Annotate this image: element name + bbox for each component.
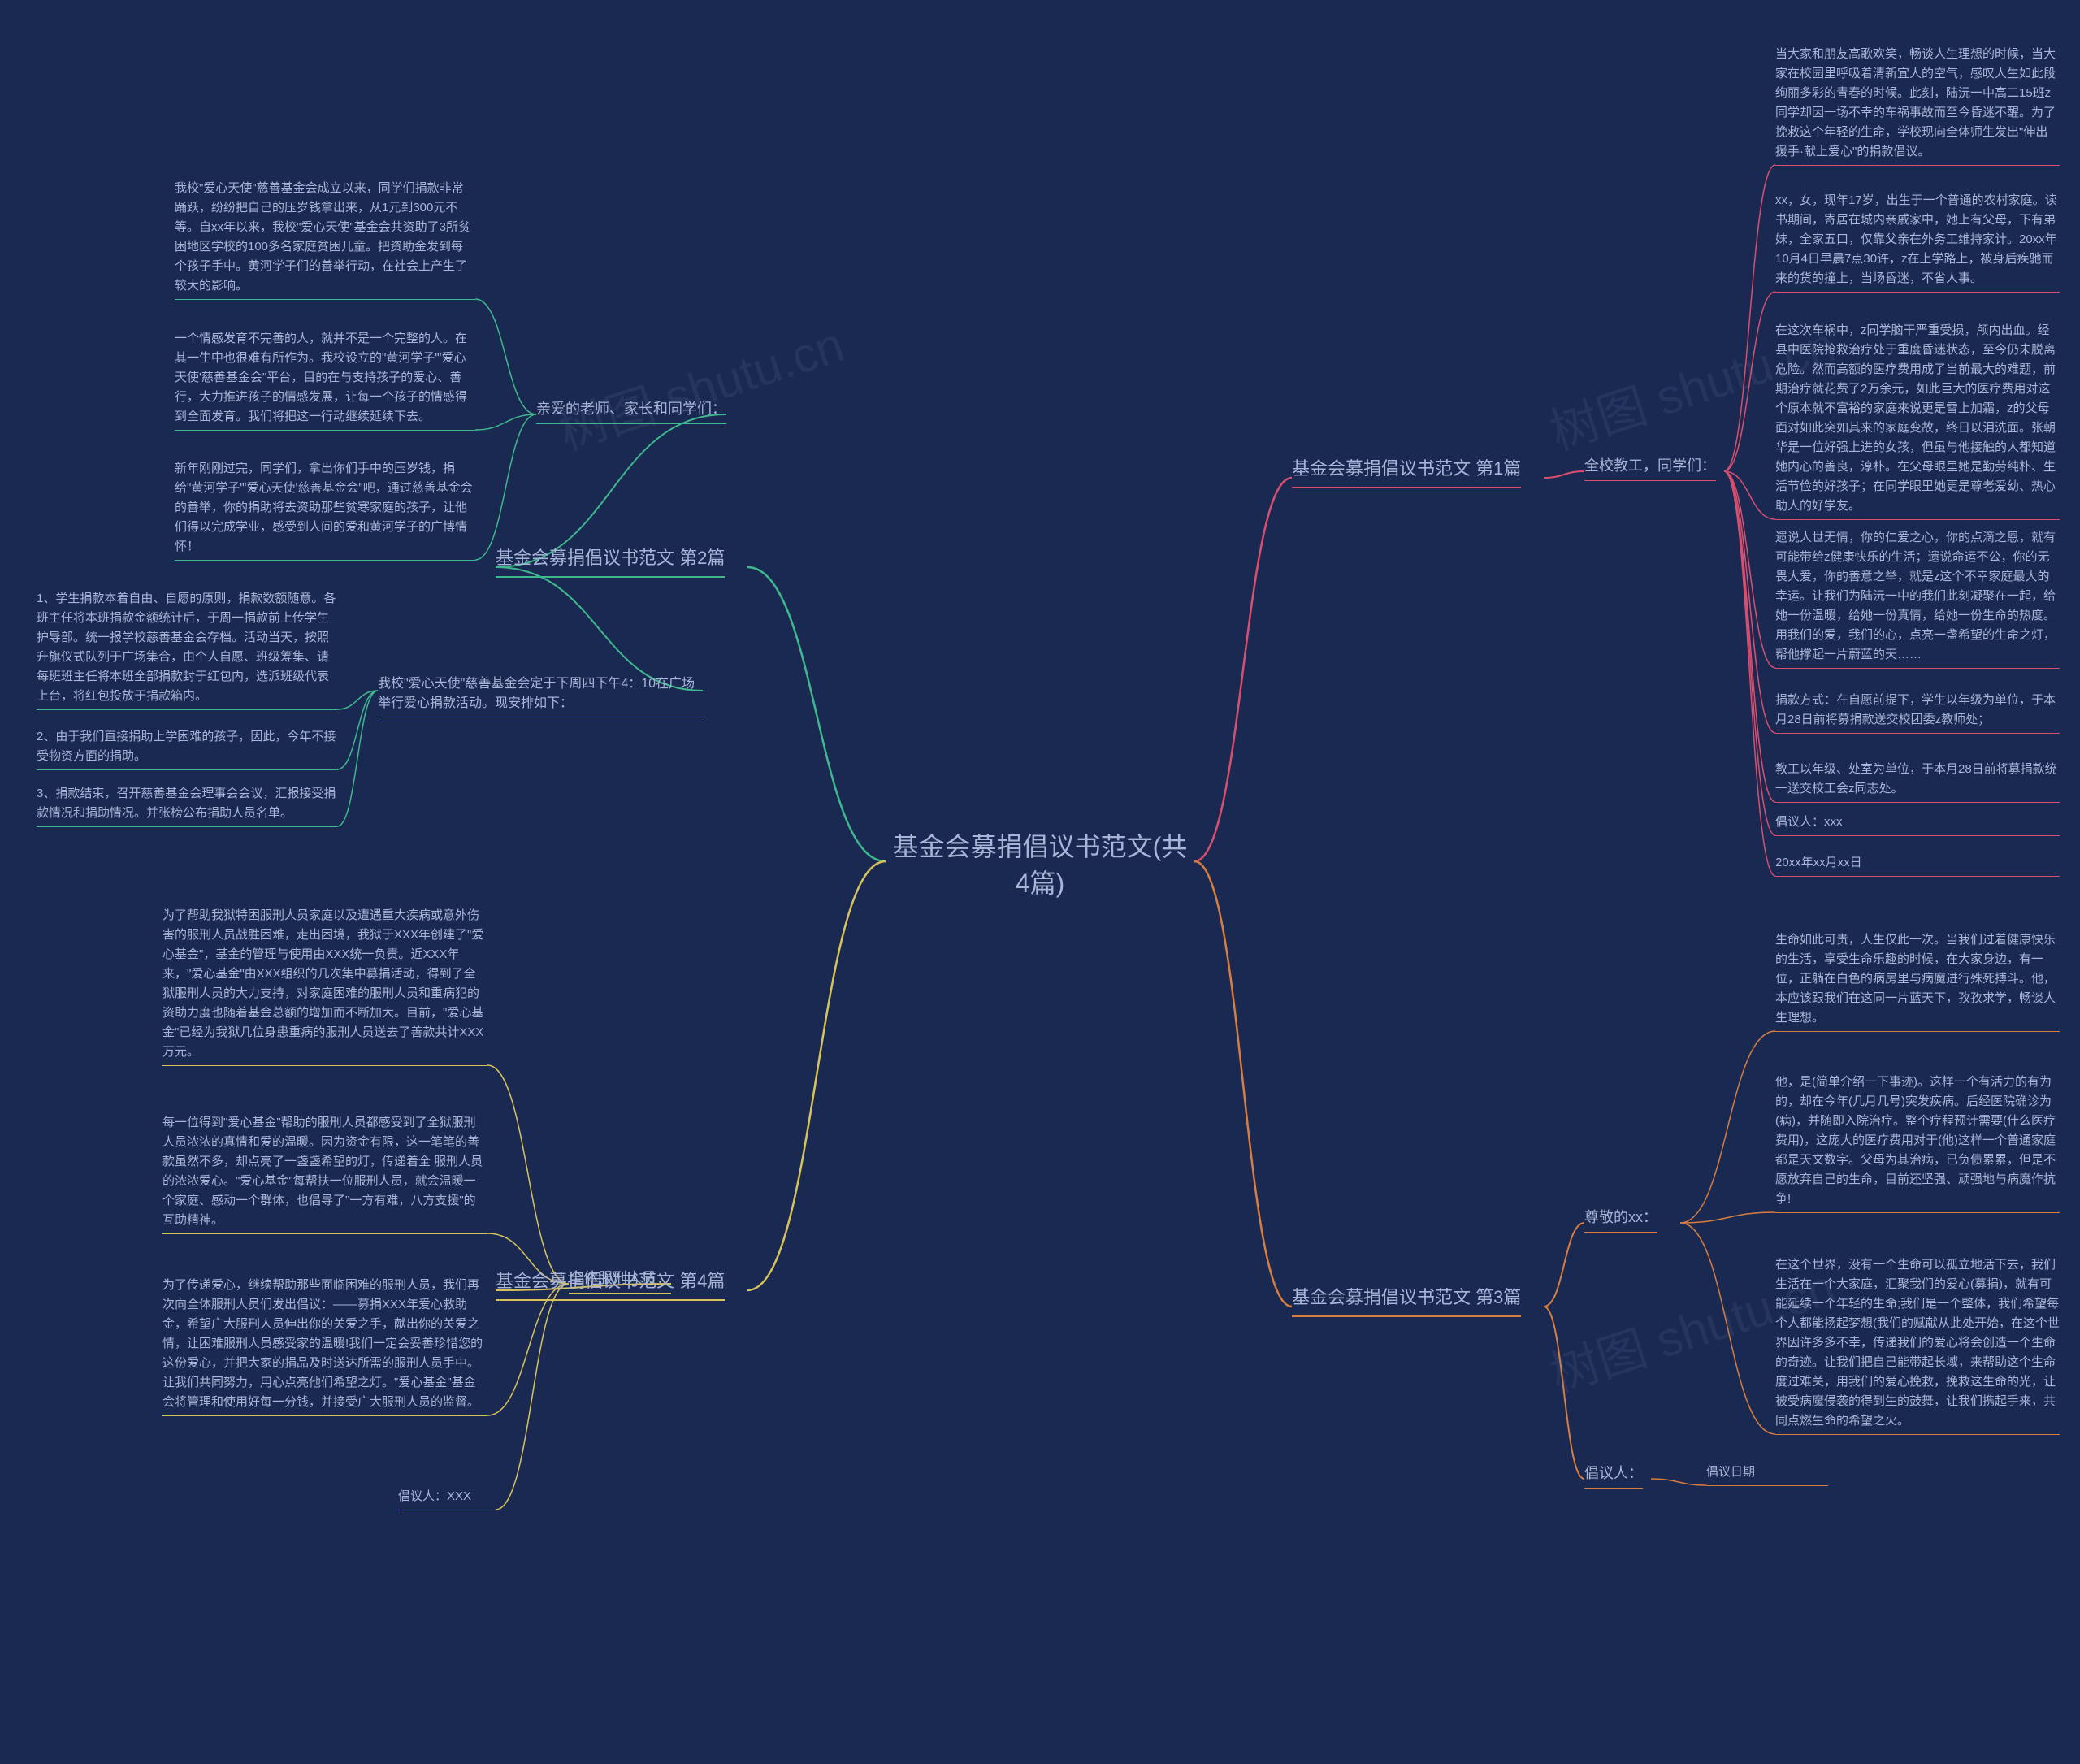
branch-b2: 基金会募捐倡议书范文 第2篇 <box>496 544 725 578</box>
sub-b4s1: 全体服刑人员： <box>569 1268 671 1294</box>
leaf-b2s2-2: 3、捐款结束，召开慈善基金会理事会会议，汇报接受捐款情况和捐助情况。并张榜公布捐… <box>37 784 337 827</box>
leaf-b1s1-1: xx，女，现年17岁，出生于一个普通的农村家庭。读书期间，寄居在城内亲戚家中，她… <box>1775 191 2060 293</box>
leaf-b2s2-0: 1、学生捐款本着自由、自愿的原则，捐款数额随意。各班主任将本班捐款金额统计后，于… <box>37 589 337 710</box>
leaf-b2s1-1: 一个情感发育不完善的人，就并不是一个完整的人。在其一生中也很难有所作为。我校设立… <box>175 329 475 431</box>
leaf-b1s1-7: 20xx年xx月xx日 <box>1775 853 2060 877</box>
leaf-b1s1-2: 在这次车祸中，z同学脑干严重受损，颅内出血。经县中医院抢救治疗处于重度昏迷状态，… <box>1775 321 2060 520</box>
leaf-b4s1-2: 为了传递爱心，继续帮助那些面临困难的服刑人员，我们再次向全体服刑人员们发出倡议：… <box>162 1276 488 1416</box>
leaf-b1s1-4: 捐款方式：在自愿前提下，学生以年级为单位，于本月28日前将募捐款送交校团委z教师… <box>1775 691 2060 734</box>
leaf-b2s2-1: 2、由于我们直接捐助上学困难的孩子，因此，今年不接受物资方面的捐助。 <box>37 727 337 770</box>
leaf-b2s1-0: 我校"爱心天使"慈善基金会成立以来，同学们捐款非常踊跃，纷纷把自己的压岁钱拿出来… <box>175 179 475 300</box>
sub-b3s1: 尊敬的xx： <box>1584 1207 1658 1233</box>
watermark: 树图 shutu.cn <box>548 306 852 464</box>
leaf-b3s1-1: 他，是(简单介绍一下事迹)。这样一个有活力的有为的，却在今年(几月几号)突发疾病… <box>1775 1073 2060 1213</box>
branch-b3: 基金会募捐倡议书范文 第3篇 <box>1292 1284 1521 1317</box>
leaf-b2s1-2: 新年刚刚过完，同学们，拿出你们手中的压岁钱，捐给"黄河学子"'爱心天使'慈善基金… <box>175 459 475 561</box>
leaf-b4s1-3: 倡议人：XXX <box>398 1487 496 1510</box>
leaf-b3s2-0: 倡议日期 <box>1706 1463 1828 1486</box>
leaf-b1s1-0: 当大家和朋友高歌欢笑，畅谈人生理想的时候，当大家在校园里呼吸着清新宜人的空气，感… <box>1775 45 2060 166</box>
branch-b1: 基金会募捐倡议书范文 第1篇 <box>1292 455 1521 488</box>
leaf-b4s1-0: 为了帮助我狱特困服刑人员家庭以及遭遇重大疾病或意外伤害的服刑人员战胜困难，走出困… <box>162 906 488 1066</box>
leaf-b3s1-0: 生命如此可贵，人生仅此一次。当我们过着健康快乐的生活，享受生命乐趣的时候，在大家… <box>1775 930 2060 1032</box>
leaf-b1s1-6: 倡议人：xxx <box>1775 813 2060 836</box>
leaf-b3s1-2: 在这个世界，没有一个生命可以孤立地活下去，我们生活在一个大家庭，汇聚我们的爱心(… <box>1775 1255 2060 1435</box>
leaf-b1s1-3: 遗说人世无情，你的仁爱之心，你的点滴之恩，就有可能带给z健康快乐的生活；遗说命运… <box>1775 528 2060 669</box>
center-node: 基金会募捐倡议书范文(共4篇) <box>886 829 1194 902</box>
sub-b3s2: 倡议人： <box>1584 1463 1643 1489</box>
sub-b2s1: 亲爱的老师、家长和同学们： <box>536 398 726 424</box>
leaf-b1s1-5: 教工以年级、处室为单位，于本月28日前将募捐款统一送交校工会z同志处。 <box>1775 760 2060 803</box>
sub-b2s2: 我校"爱心天使"慈善基金会定于下周四下午4：10在广场举行爱心捐款活动。现安排如… <box>378 674 703 717</box>
sub-b1s1: 全校教工，同学们： <box>1584 455 1716 481</box>
leaf-b4s1-1: 每一位得到"爱心基金"帮助的服刑人员都感受到了全狱服刑人员浓浓的真情和爱的温暖。… <box>162 1113 488 1234</box>
